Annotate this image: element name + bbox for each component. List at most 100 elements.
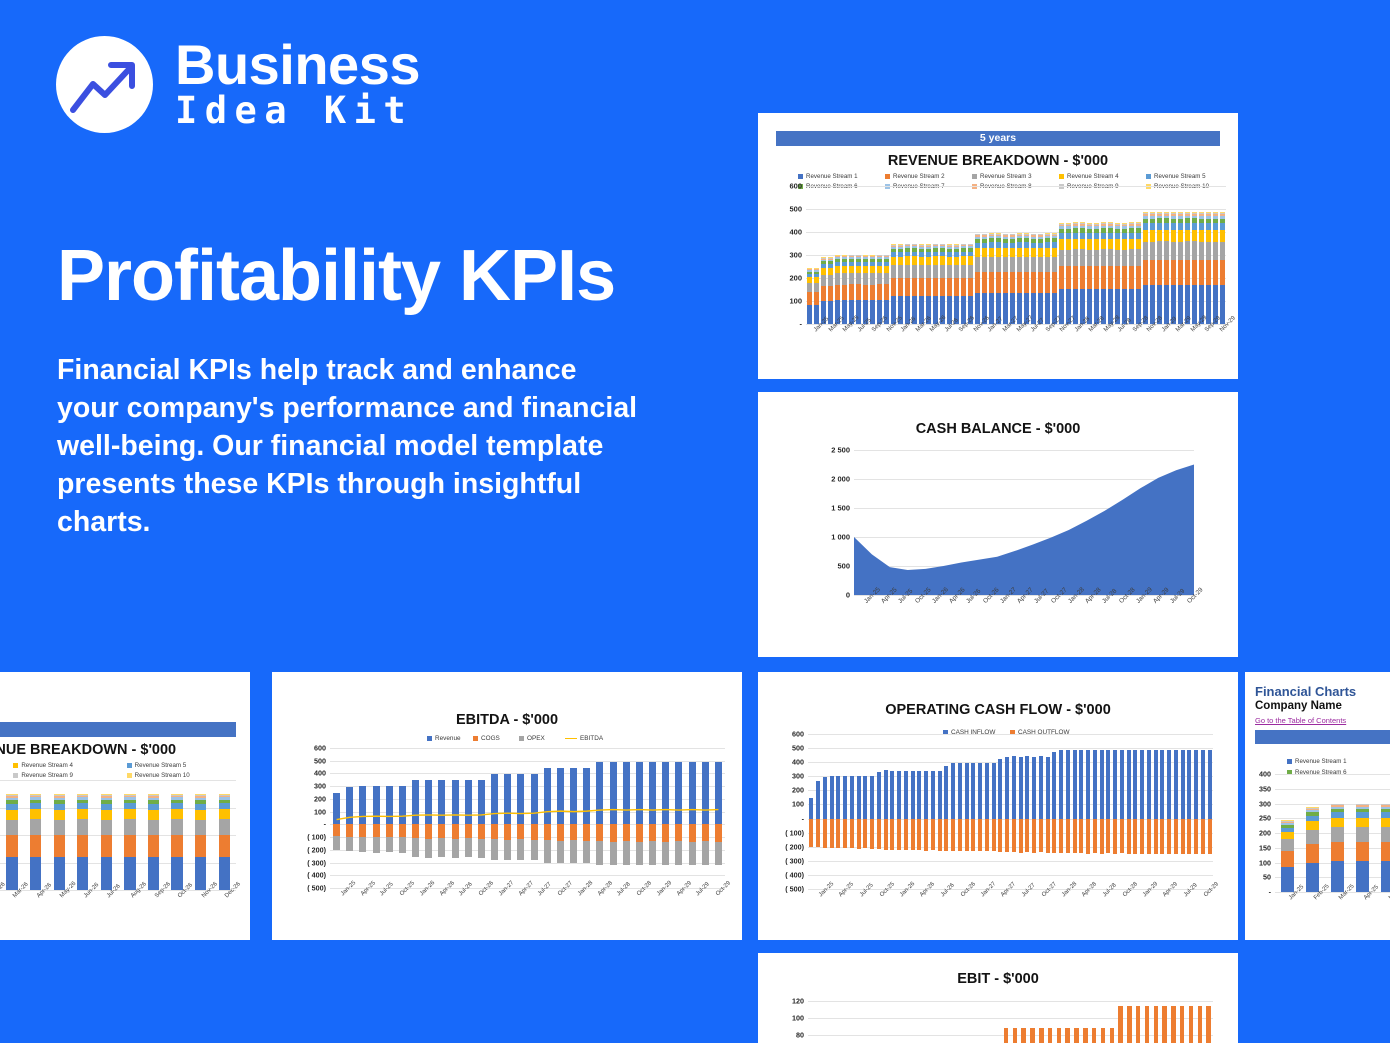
bar-segment (918, 244, 925, 245)
bar-segment (195, 795, 207, 797)
bar-segment (1381, 841, 1390, 862)
bar-negative (701, 824, 709, 842)
bar-segment (53, 803, 65, 810)
gridline (806, 324, 1226, 325)
bar-segment (1191, 241, 1198, 260)
bar-segment (147, 803, 160, 810)
bar-segment (77, 795, 89, 798)
bar-segment (1177, 212, 1184, 215)
legend-swatch (885, 174, 890, 179)
legend-item: Revenue (427, 735, 469, 742)
bar-positive (701, 762, 709, 825)
bar-segment (1135, 225, 1142, 229)
gridline (808, 1001, 1213, 1003)
bar-positive (863, 776, 868, 819)
bar-segment (1051, 233, 1058, 234)
bar-segment (883, 255, 890, 256)
bar-segment (1002, 235, 1009, 237)
bar-segment (1002, 257, 1009, 273)
bar-segment (834, 284, 841, 301)
bar-segment (124, 797, 136, 800)
bar-segment (171, 795, 183, 798)
bar-negative (1099, 818, 1104, 854)
bar-positive (530, 773, 538, 825)
company-name: Company Name (1255, 700, 1342, 712)
bar-segment (30, 793, 42, 795)
bar-segment (1356, 841, 1369, 862)
legend-item: OPEX (519, 735, 561, 742)
bar-segment (195, 794, 207, 796)
bar-segment (30, 797, 42, 800)
bar-segment (1016, 238, 1023, 243)
panel-ebitda[interactable]: EBITDA - $'000 Revenue COGS OPEX EBITDA 600… (272, 672, 742, 940)
bar-segment (1051, 233, 1058, 235)
gridline (330, 875, 725, 877)
y-axis-tick: 100 (792, 799, 804, 809)
bar-segment (925, 265, 932, 279)
bar-segment (1331, 805, 1344, 807)
bar-segment (960, 244, 967, 246)
bar-segment (1030, 292, 1037, 324)
gridline (808, 804, 1213, 806)
bar-negative (570, 824, 578, 841)
bar-segment (1219, 212, 1226, 213)
panel-operating-cash-flow[interactable]: OPERATING CASH FLOW - $'000 CASH INFLOW C… (758, 672, 1238, 940)
bar-segment (848, 284, 855, 301)
bar-segment (1177, 223, 1184, 230)
bar-negative (688, 841, 696, 866)
bar-segment (820, 257, 827, 259)
bar-column (1191, 186, 1198, 324)
bar-segment (1058, 249, 1065, 267)
bar-ebit (1171, 1006, 1176, 1043)
bar-segment (925, 252, 932, 257)
bar-column (869, 186, 876, 324)
bar-segment (1114, 226, 1121, 229)
bar-positive (1059, 749, 1064, 819)
legend-ocf: CASH INFLOW CASH OUTFLOW (943, 729, 1073, 736)
y-axis-tick: ( 400) (785, 870, 804, 880)
bar-segment (1356, 805, 1369, 807)
panel-revenue-breakdown-24m[interactable]: 24 months REVENUE BREAKDOWN - $'000 Reve… (0, 672, 250, 940)
panel-cash-balance[interactable]: CASH BALANCE - $'000 2 500 2 000 1 500 1 00… (758, 392, 1238, 657)
bar-positive (924, 770, 929, 819)
bar-segment (77, 793, 89, 795)
bar-segment (834, 261, 841, 267)
bar-segment (1002, 236, 1009, 239)
bar-segment (1135, 222, 1142, 224)
bar-segment (1281, 839, 1294, 852)
bar-segment (848, 257, 855, 259)
bar-negative (464, 838, 472, 858)
bar-segment (876, 255, 883, 256)
bar-segment (827, 258, 834, 260)
bar-segment (1100, 238, 1107, 250)
bar-segment (218, 795, 230, 798)
bar-segment (1009, 234, 1016, 236)
bar-segment (1093, 239, 1100, 250)
bar-segment (813, 269, 820, 271)
bar-segment (848, 256, 855, 258)
bar-segment (813, 277, 820, 283)
bar-segment (53, 856, 65, 890)
panel-revenue-breakdown-5y[interactable]: 5 years REVENUE BREAKDOWN - $'000 Revenu… (758, 113, 1238, 379)
panel-ebit[interactable]: EBIT - $'000 120 100 80 (758, 953, 1238, 1043)
bar-negative (346, 824, 354, 838)
bar-positive (964, 762, 969, 819)
bar-segment (124, 819, 136, 836)
bar-segment (981, 236, 988, 239)
cash-balance-area (854, 464, 1194, 595)
bar-segment (1121, 266, 1128, 290)
panel-financial-charts[interactable]: Financial Charts Company Name Go to the … (1245, 672, 1390, 940)
bar-segment (1037, 272, 1044, 293)
bar-segment (939, 296, 946, 324)
bar-segment (1306, 815, 1319, 821)
bar-column (1072, 186, 1079, 324)
gridline (808, 790, 1213, 792)
bar-segment (911, 278, 918, 297)
bar-segment (195, 797, 207, 801)
bar-segment (960, 251, 967, 257)
bar-segment (834, 266, 841, 274)
table-of-contents-link[interactable]: Go to the Table of Contents (1255, 716, 1347, 725)
plot-revenue-5y: 600 500 400 300 200 100 - (789, 182, 1226, 329)
bar-negative (897, 818, 902, 851)
bar-segment (820, 259, 827, 262)
